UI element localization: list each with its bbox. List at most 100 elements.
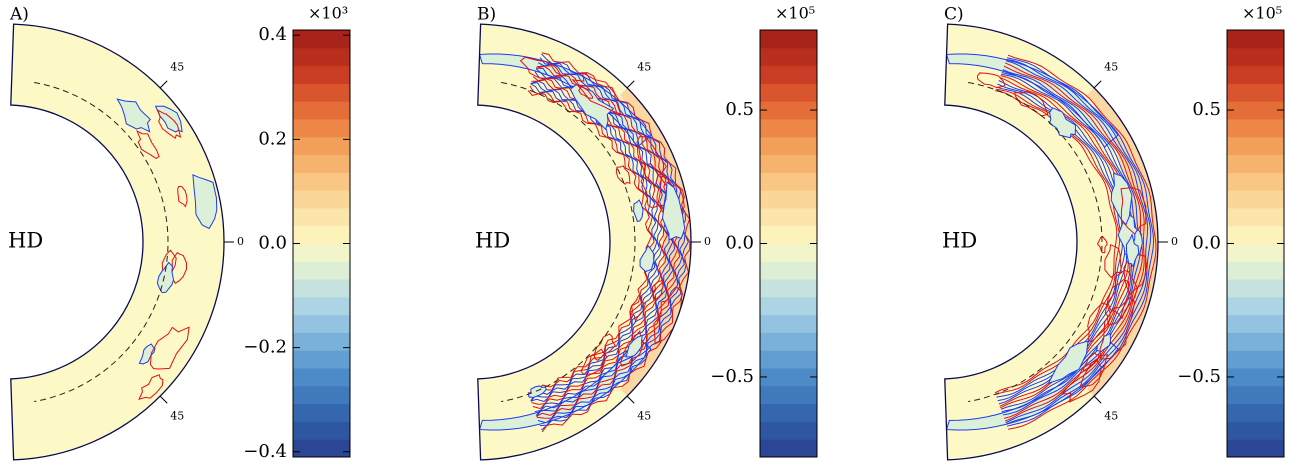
colorbar-band <box>293 207 350 227</box>
colorbar-band <box>760 314 817 333</box>
contour <box>192 173 218 230</box>
colorbar-multiplier: ×10³ <box>308 4 348 23</box>
contour <box>593 333 616 362</box>
contour <box>138 374 164 401</box>
colorbar-multiplier: ×10⁵ <box>775 4 815 23</box>
region-label: HD <box>942 229 977 253</box>
dashed-line <box>34 81 169 403</box>
contours <box>945 53 1159 431</box>
colorbar-band <box>293 332 350 351</box>
colorbar-band <box>760 207 817 227</box>
shell-outline <box>944 23 1159 461</box>
contour <box>976 72 1006 89</box>
contour <box>116 98 151 133</box>
colorbar-band <box>760 30 817 49</box>
colorbar-band <box>1227 172 1284 191</box>
shaded-region <box>620 86 692 398</box>
contour <box>156 261 175 294</box>
colorbar-band <box>1227 225 1284 244</box>
contour <box>1006 58 1152 425</box>
colorbar-band <box>760 243 817 262</box>
contour <box>1060 359 1102 403</box>
panel-label: A) <box>9 5 29 25</box>
colorbar-band <box>293 172 350 191</box>
shell-outline <box>10 23 225 461</box>
colorbar-tick-label: −0.5 <box>1177 366 1221 387</box>
colorbar-band <box>293 261 350 280</box>
colorbar-band <box>1227 154 1284 173</box>
contours <box>116 98 218 401</box>
contour <box>157 109 182 140</box>
region-label: HD <box>475 229 510 253</box>
latitude-label: 45 <box>1104 409 1118 422</box>
contour <box>136 129 160 159</box>
colorbar-tick-label: −0.4 <box>243 441 287 462</box>
contour <box>1047 340 1089 385</box>
latitude-label: 0 <box>704 235 711 248</box>
colorbar-band <box>760 350 817 369</box>
latitude-label: 45 <box>637 409 651 422</box>
contour <box>1096 235 1108 254</box>
contour <box>580 348 608 375</box>
colorbar-band <box>1227 30 1284 49</box>
contour <box>536 65 679 417</box>
contour <box>1006 57 1155 427</box>
colorbar-band <box>760 261 817 280</box>
contour <box>1005 60 1149 424</box>
contour <box>1014 90 1049 117</box>
colorbar-band <box>760 403 817 422</box>
shell <box>10 24 225 460</box>
contour <box>1087 302 1111 342</box>
colorbar-band <box>293 136 350 156</box>
colorbar-band <box>1227 243 1284 262</box>
colorbar-band <box>1227 261 1284 280</box>
contour <box>1007 54 1157 430</box>
shell-outline <box>477 23 692 461</box>
colorbar-tick-label: 0.0 <box>258 233 287 254</box>
colorbar-band <box>1227 207 1284 227</box>
latitude-label: 45 <box>170 61 184 74</box>
contour <box>1004 62 1145 422</box>
colorbar-band <box>293 83 350 102</box>
colorbar-band <box>760 190 817 209</box>
latitude-tick <box>1093 395 1102 404</box>
colorbar-band <box>293 225 350 244</box>
latitude-label: 45 <box>1104 61 1118 74</box>
contour <box>536 65 681 419</box>
colorbar-band <box>1227 101 1284 120</box>
colorbar-band <box>760 47 817 67</box>
colorbar-band <box>1227 136 1284 156</box>
colorbar-band <box>293 385 350 405</box>
latitude-tick <box>159 80 168 89</box>
colorbar-band <box>293 368 350 387</box>
contour <box>630 295 646 322</box>
colorbar-band <box>293 154 350 173</box>
contour <box>620 329 644 367</box>
colorbar-band <box>760 279 817 298</box>
contour <box>652 279 664 301</box>
latitude-tick <box>159 395 168 404</box>
latitude-label: 0 <box>237 235 244 248</box>
colorbar-band <box>293 350 350 369</box>
colorbar-band <box>1227 190 1284 209</box>
colorbar-band <box>1227 350 1284 369</box>
contour <box>1099 296 1136 360</box>
colorbar-band <box>293 30 350 49</box>
contour <box>170 251 188 284</box>
colorbar-tick-label: 0.5 <box>1192 99 1221 120</box>
colorbar-tick-label: −0.2 <box>243 337 287 358</box>
colorbar-band <box>293 118 350 138</box>
contour <box>519 56 563 80</box>
latitude-tick <box>1093 80 1102 89</box>
contour <box>640 163 670 209</box>
colorbar-band <box>293 439 350 458</box>
panel: 45 0 45 C) HD ×10⁵ 0.5 0.0 −0.5 <box>942 4 1285 461</box>
colorbar-band <box>760 136 817 156</box>
contour <box>571 72 622 115</box>
colorbar-band <box>293 314 350 333</box>
colorbar-band <box>293 101 350 120</box>
colorbar-band <box>760 385 817 405</box>
panel: 45 0 45 B) HD ×10⁵ 0.5 0.0 −0.5 <box>475 4 818 461</box>
